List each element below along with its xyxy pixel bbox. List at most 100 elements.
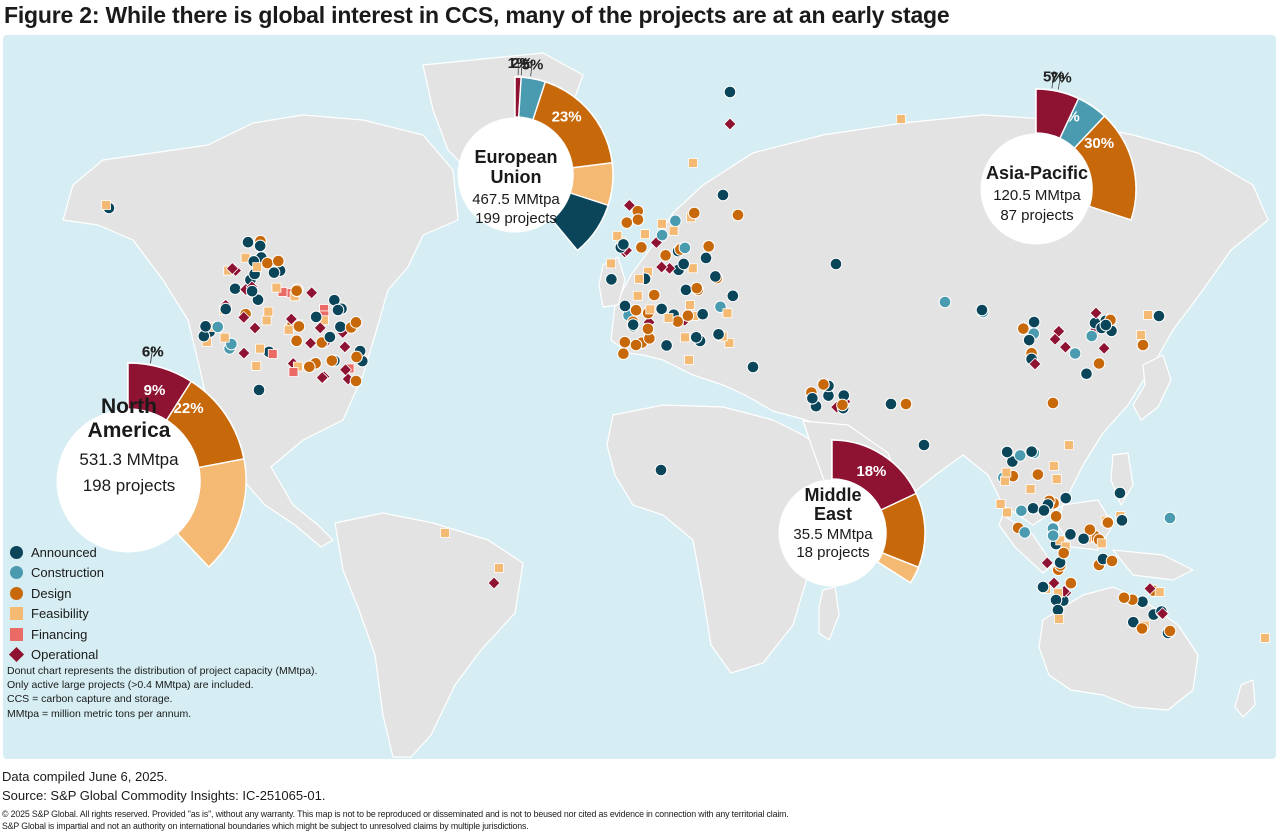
construction-project-marker [1013,449,1027,462]
design-project-marker [350,350,363,364]
announced-project-marker [617,238,630,251]
design-project-marker [1105,554,1119,568]
operational-project-marker [1097,341,1111,355]
donut-region-label: European [474,147,557,167]
design-project-marker [681,309,695,323]
announced-project-marker [1152,309,1166,323]
announced-project-marker [1126,615,1140,629]
design-project-marker [702,240,716,253]
announced-project-marker [618,299,632,313]
design-project-marker [349,374,363,388]
announced-project-marker [829,257,843,271]
construction-project-marker [938,295,952,309]
footer: Data compiled June 6, 2025. Source: S&P … [2,768,325,805]
design-project-marker [302,360,316,374]
slice-percent-label: 9% [144,382,166,399]
feasibility-project-marker [634,273,645,284]
announced-project-marker [726,289,740,303]
announced-project-marker [1064,528,1077,541]
feasibility-project-marker [252,262,263,273]
feasibility-project-marker [1048,460,1059,471]
feasibility-project-marker [1025,484,1036,494]
donut-region-label: Asia-Pacific [986,163,1088,183]
announced-project-marker [626,318,640,331]
design-project-marker [1017,322,1030,335]
donut-region-label: America [88,419,171,442]
donut-center [778,479,886,587]
donut-projects-label: 198 projects [83,476,176,495]
announced-project-marker [1000,445,1014,459]
design-project-marker [290,334,303,348]
announced-project-marker [716,188,730,202]
design-project-marker [635,241,648,254]
feasibility-project-marker [1051,474,1062,485]
announced-project-marker [1025,445,1038,458]
design-project-marker [629,303,643,317]
operational-project-marker [313,321,327,335]
design-circle-icon [10,586,23,600]
legend-label: Design [31,585,72,601]
feasibility-project-marker [1136,330,1146,340]
financing-project-marker [267,349,278,359]
construction-project-marker [1015,504,1028,518]
announced-project-marker [1136,595,1149,609]
feasibility-project-marker [263,306,274,317]
feasibility-project-marker [1002,507,1012,518]
feasibility-project-marker [283,324,294,335]
announced-project-marker [334,320,347,334]
land-south-america [334,512,524,758]
legend-item-financing: Financing [10,624,104,645]
design-project-marker [899,397,913,411]
operational-project-marker [237,310,251,324]
source-line: Source: S&P Global Commodity Insights: I… [2,787,326,803]
announced-project-marker [660,339,673,352]
operational-project-marker [1143,582,1157,596]
construction-project-marker [1046,529,1060,542]
announced-project-marker [1022,333,1036,347]
announced-project-marker [689,330,703,344]
construction-project-marker [1068,347,1082,360]
legend-label: Feasibility [31,606,89,622]
feasibility-project-marker [606,258,616,269]
announced-project-marker [1113,486,1127,500]
announced-project-marker [699,251,713,265]
design-project-marker [272,254,285,268]
design-project-marker [1101,516,1115,529]
announced-project-marker [709,270,722,283]
note-line: CCS = carbon capture and storage. [7,693,173,706]
construction-project-marker [669,214,682,228]
construction-project-marker [1085,329,1099,343]
construction-project-marker [655,228,669,242]
chart-notes: Donut chart represents the distribution … [7,664,317,721]
announced-project-marker [253,239,267,253]
announced-project-marker [975,303,989,317]
announced-circle-icon [10,545,23,559]
donut-projects-label: 87 projects [1000,207,1073,224]
design-project-marker [1136,338,1150,352]
operational-project-marker [1028,357,1042,371]
donut-region-label: East [814,504,852,524]
announced-project-marker [655,302,668,316]
operational-project-marker [1047,576,1061,590]
land-japan [1132,354,1172,421]
label-leader-line [530,60,533,77]
slice-percent-label: 6% [142,343,164,360]
design-project-marker [629,338,643,352]
design-project-marker [836,398,849,412]
legend-item-announced: Announced [10,542,104,563]
operational-project-marker [304,336,318,350]
project-markers [101,85,1270,643]
announced-project-marker [712,327,725,341]
announced-project-marker [1027,315,1041,329]
legend-label: Financing [31,626,88,642]
construction-project-marker [211,320,225,334]
copyright: © 2025 S&P Global. All rights reserved. … [2,808,789,832]
operational-slice [514,76,522,118]
feasibility-project-marker [440,528,450,538]
feasibility-project-marker [261,315,272,326]
announced-project-marker [677,257,691,271]
construction-project-marker [1018,526,1032,539]
